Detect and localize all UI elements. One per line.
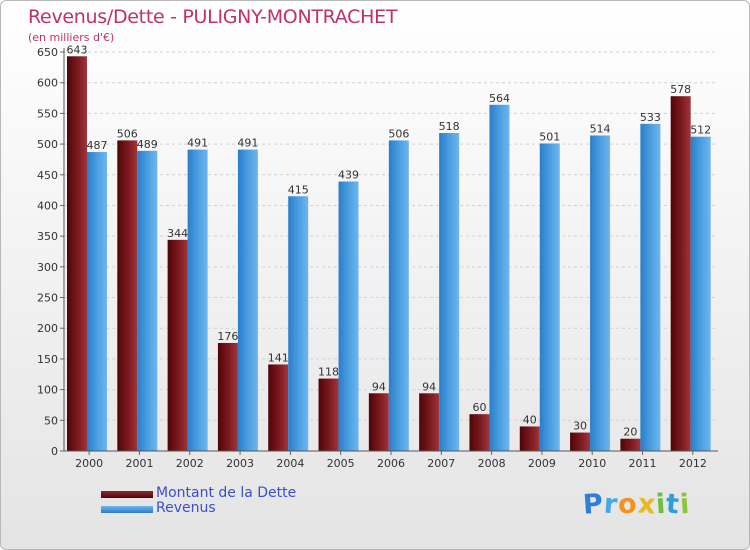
data-label: 141: [268, 351, 289, 364]
bar-revenus: [439, 133, 460, 451]
bar-dette: [67, 56, 87, 451]
data-label: 60: [472, 401, 486, 414]
data-label: 20: [623, 426, 637, 439]
chart-subtitle: (en milliers d'€): [28, 31, 115, 44]
bar-dette: [117, 140, 138, 451]
data-label: 118: [318, 366, 339, 379]
x-tick-label: 2001: [125, 457, 153, 470]
data-label: 564: [489, 92, 510, 105]
bar-dette: [570, 432, 591, 451]
data-label: 501: [539, 130, 560, 143]
legend-swatch-debt: [101, 491, 153, 498]
y-tick-label: 350: [37, 230, 58, 243]
x-tick-label: 2006: [377, 457, 405, 470]
data-label: 533: [640, 111, 661, 124]
bar-dette: [670, 96, 691, 451]
x-tick-label: 2004: [276, 457, 304, 470]
bar-dette: [268, 364, 289, 451]
data-label: 94: [422, 380, 436, 393]
bar-dette: [519, 426, 540, 451]
bar-revenus: [690, 136, 711, 452]
data-label: 30: [573, 420, 587, 433]
bar-revenus: [590, 135, 611, 451]
x-tick-label: 2007: [427, 457, 455, 470]
bar-dette: [469, 414, 490, 451]
logo-letter: P: [581, 488, 605, 521]
data-label: 643: [67, 43, 88, 56]
x-tick-label: 2011: [629, 457, 657, 470]
y-tick-label: 400: [37, 199, 58, 212]
bar-revenus: [640, 123, 661, 451]
bar-dette: [167, 239, 188, 451]
logo-letter: o: [617, 488, 639, 521]
bar-revenus: [137, 150, 158, 451]
data-label: 94: [372, 380, 386, 393]
legend-label-revenus: Revenus: [156, 500, 216, 516]
x-tick-label: 2010: [578, 457, 606, 470]
data-label: 506: [388, 127, 409, 140]
y-tick-label: 200: [37, 322, 58, 335]
bar-revenus: [338, 181, 359, 451]
bar-revenus: [489, 104, 510, 451]
legend-label-debt: Montant de la Dette: [156, 485, 297, 501]
data-label: 518: [439, 120, 460, 133]
bar-revenus: [87, 152, 107, 451]
bar-dette: [419, 393, 440, 451]
bar-dette: [620, 438, 641, 451]
x-tick-label: 2003: [226, 457, 254, 470]
y-tick-label: 300: [37, 261, 58, 274]
data-label: 487: [87, 139, 108, 152]
bar-revenus: [539, 143, 560, 451]
bar-dette: [217, 342, 238, 451]
bar-revenus: [288, 196, 309, 451]
logo-letter: i: [679, 488, 692, 521]
y-tick-label: 500: [37, 138, 58, 151]
bar-revenus: [187, 149, 208, 451]
data-label: 439: [338, 169, 359, 182]
logo-letter: x: [636, 488, 658, 521]
data-label: 415: [288, 183, 309, 196]
y-tick-label: 600: [37, 77, 58, 90]
x-tick-label: 2002: [176, 457, 204, 470]
data-label: 176: [217, 330, 238, 343]
y-tick-label: 0: [51, 445, 58, 458]
data-label: 491: [237, 137, 258, 150]
y-tick-label: 250: [37, 292, 58, 305]
legend-swatch-revenus: [101, 506, 153, 513]
x-tick-label: 2008: [478, 457, 506, 470]
bar-dette: [318, 378, 339, 451]
x-tick-label: 2005: [327, 457, 355, 470]
y-tick-label: 650: [37, 46, 58, 59]
bar-revenus: [388, 140, 409, 451]
y-tick-label: 550: [37, 107, 58, 120]
data-label: 578: [670, 83, 691, 96]
data-label: 40: [523, 413, 537, 426]
chart-title: Revenus/Dette - PULIGNY-MONTRACHET: [28, 6, 398, 28]
y-tick-label: 450: [37, 169, 58, 182]
y-tick-label: 50: [44, 414, 58, 427]
data-label: 514: [590, 122, 611, 135]
data-label: 344: [167, 227, 188, 240]
bar-revenus: [237, 149, 258, 451]
y-tick-label: 150: [37, 353, 58, 366]
x-tick-label: 2000: [75, 457, 103, 470]
bar-dette: [368, 393, 389, 451]
proxiti-logo: Proxiti: [581, 488, 692, 521]
data-label: 491: [187, 137, 208, 150]
data-label: 512: [690, 124, 711, 137]
data-label: 506: [117, 127, 138, 140]
x-tick-label: 2009: [528, 457, 556, 470]
y-tick-label: 100: [37, 384, 58, 397]
x-tick-label: 2012: [679, 457, 707, 470]
data-label: 489: [137, 138, 158, 151]
